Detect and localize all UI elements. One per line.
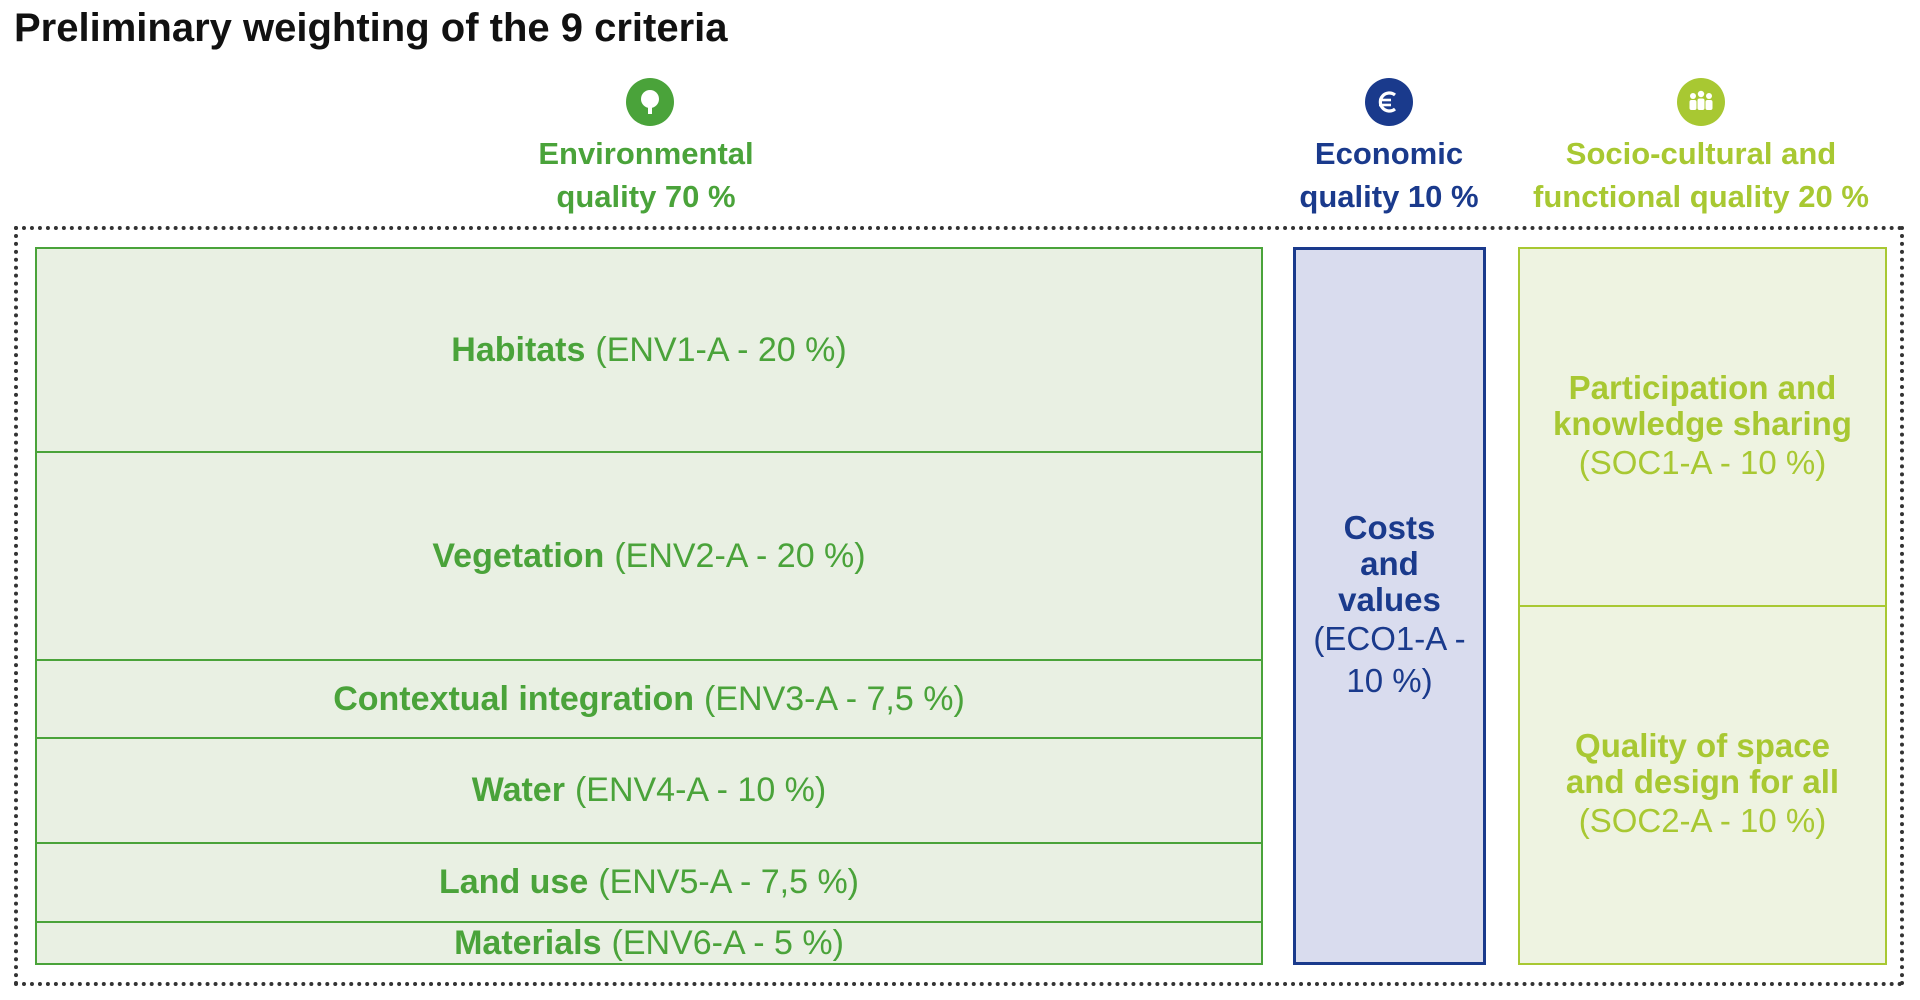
criterion-code: (SOC2-A - 10 %) (1578, 802, 1827, 839)
criterion-name: Habitats (451, 330, 586, 369)
criterion-env4: Water (ENV4-A - 10 %) (37, 739, 1261, 844)
criterion-env1: Habitats (ENV1-A - 20 %) (37, 249, 1261, 453)
criterion-env3: Contextual integration (ENV3-A - 7,5 %) (37, 661, 1261, 739)
environmental-label-line2: quality 70 % (556, 179, 736, 214)
economic-category-label: Economic quality 10 % (1264, 132, 1514, 218)
environmental-label-line1: Environmental (538, 136, 754, 171)
criterion-code: (ENV4-A - 10 %) (574, 771, 827, 809)
tree-icon (626, 78, 674, 126)
criterion-soc2: Quality of space and design for all (SOC… (1520, 607, 1885, 963)
economic-criteria-block: Costs and values (ECO1-A - 10 %) (1293, 247, 1486, 965)
euro-icon (1365, 78, 1413, 126)
criterion-code: (SOC1-A - 10 %) (1578, 444, 1827, 481)
criterion-name: Costs and values (1338, 509, 1441, 618)
economic-label-line2: quality 10 % (1299, 179, 1479, 214)
criterion-code: (ENV5-A - 7,5 %) (598, 863, 859, 901)
people-group-icon (1677, 78, 1725, 126)
criterion-name: Materials (454, 923, 602, 962)
criterion-code: (ENV6-A - 5 %) (611, 923, 844, 962)
criterion-env6: Materials (ENV6-A - 5 %) (37, 923, 1261, 963)
socio-cultural-criteria-block: Participation and knowledge sharing (SOC… (1518, 247, 1887, 965)
criterion-soc1: Participation and knowledge sharing (SOC… (1520, 249, 1885, 607)
criterion-name: Contextual integration (333, 679, 695, 718)
socio-cultural-category-label: Socio-cultural and functional quality 20… (1526, 132, 1876, 218)
environmental-category-label: Environmental quality 70 % (486, 132, 806, 218)
criterion-env5: Land use (ENV5-A - 7,5 %) (37, 844, 1261, 923)
criterion-name: Water (471, 771, 565, 809)
criterion-code: (ENV3-A - 7,5 %) (704, 679, 965, 718)
criterion-code: (ENV2-A - 20 %) (614, 536, 866, 575)
criterion-code: (ENV1-A - 20 %) (595, 330, 847, 369)
socio-cultural-label-line2: functional quality 20 % (1533, 179, 1869, 214)
criterion-code: (ECO1-A - 10 %) (1313, 620, 1466, 699)
criterion-name: Participation and knowledge sharing (1553, 369, 1852, 442)
economic-label-line1: Economic (1314, 136, 1464, 171)
criterion-env2: Vegetation (ENV2-A - 20 %) (37, 453, 1261, 661)
criterion-name: Land use (439, 863, 589, 901)
environmental-criteria-block: Habitats (ENV1-A - 20 %) Vegetation (ENV… (35, 247, 1263, 965)
socio-cultural-label-line1: Socio-cultural and (1565, 136, 1837, 171)
criterion-name: Quality of space and design for all (1565, 727, 1840, 800)
page-title: Preliminary weighting of the 9 criteria (14, 6, 728, 50)
criteria-frame (14, 226, 1904, 986)
criterion-name: Vegetation (432, 536, 605, 575)
